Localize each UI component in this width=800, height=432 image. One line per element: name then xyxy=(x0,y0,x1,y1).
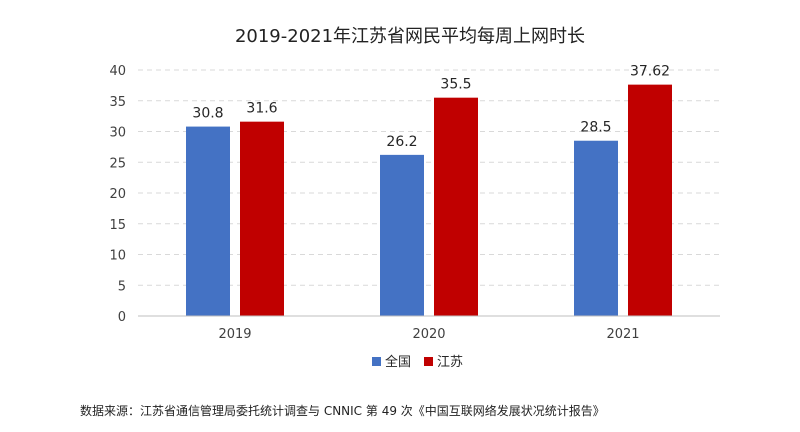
data-label: 35.5 xyxy=(440,77,471,93)
x-axis-ticks: 2019 2020 2021 xyxy=(218,327,639,342)
y-tick-label: 35 xyxy=(109,95,126,110)
bar-national-2019 xyxy=(186,126,230,316)
gridlines xyxy=(138,69,720,286)
legend-label: 江苏 xyxy=(437,354,463,370)
x-tick-label: 2020 xyxy=(412,327,445,342)
y-tick-label: 0 xyxy=(118,310,126,325)
data-label: 26.2 xyxy=(386,134,417,150)
chart-title: 2019-2021年江苏省网民平均每周上网时长 xyxy=(235,26,585,47)
y-tick-label: 5 xyxy=(118,279,126,294)
data-label: 28.5 xyxy=(580,120,611,136)
y-axis-ticks: 0 5 10 15 20 25 30 35 40 xyxy=(109,64,126,325)
data-label: 31.6 xyxy=(246,101,277,117)
data-labels: 30.8 31.6 26.2 35.5 28.5 37.62 xyxy=(192,64,670,150)
y-tick-label: 25 xyxy=(109,156,126,171)
y-tick-label: 10 xyxy=(109,249,126,264)
x-tick-label: 2019 xyxy=(218,327,251,342)
source-note: 数据来源：江苏省通信管理局委托统计调查与 CNNIC 第 49 次《中国互联网络… xyxy=(80,404,605,418)
data-label: 30.8 xyxy=(192,106,223,122)
bar-jiangsu-2019 xyxy=(240,121,284,316)
bar-national-2021 xyxy=(574,140,618,316)
bar-jiangsu-2020 xyxy=(434,97,478,316)
bar-jiangsu-2021 xyxy=(628,84,672,317)
y-tick-label: 40 xyxy=(109,64,126,79)
y-tick-label: 15 xyxy=(109,218,126,233)
x-tick-label: 2021 xyxy=(606,327,639,342)
legend-swatch-jiangsu xyxy=(424,357,433,366)
y-tick-label: 30 xyxy=(109,126,126,141)
y-tick-label: 20 xyxy=(109,187,126,202)
legend: 全国 江苏 xyxy=(372,354,463,370)
data-label: 37.62 xyxy=(630,64,670,80)
legend-swatch-national xyxy=(372,357,381,366)
bar-national-2020 xyxy=(380,154,424,316)
legend-label: 全国 xyxy=(385,354,411,370)
bars xyxy=(186,84,672,317)
